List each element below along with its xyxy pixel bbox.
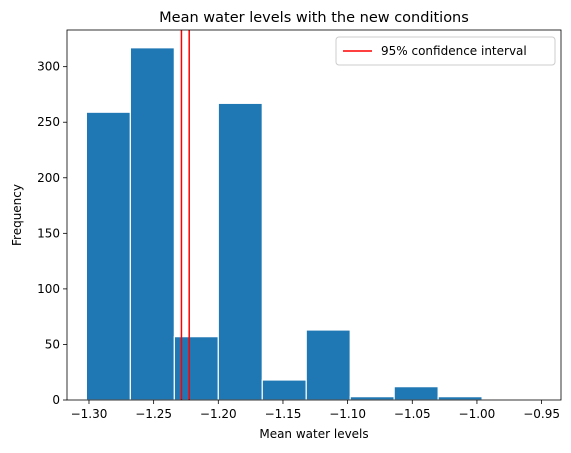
x-tick-label: −0.95 [523, 407, 560, 421]
confidence-interval-lines [180, 30, 190, 400]
y-tick-label: 0 [52, 393, 60, 407]
y-tick-label: 200 [37, 171, 60, 185]
y-axis-label: Frequency [10, 184, 24, 246]
y-tick-label: 100 [37, 282, 60, 296]
histogram-bar [437, 396, 483, 401]
histogram-bar [129, 47, 175, 401]
x-axis-label: Mean water levels [259, 427, 368, 441]
histogram-bar [217, 102, 263, 401]
y-tick-label: 250 [37, 115, 60, 129]
legend-box [335, 36, 556, 66]
x-tick-label: −1.00 [459, 407, 496, 421]
y-tick-label: 300 [37, 60, 60, 74]
legend-label: 95% confidence interval [381, 44, 527, 58]
histogram-bar [349, 396, 395, 401]
x-tick-label: −1.30 [71, 407, 108, 421]
x-tick-label: −1.25 [135, 407, 172, 421]
y-tick-label: 150 [37, 226, 60, 240]
histogram-bar [85, 111, 131, 401]
x-tick-label: −1.10 [329, 407, 366, 421]
axes-frame [66, 29, 562, 401]
bars-group [85, 47, 483, 401]
chart-title: Mean water levels with the new condition… [159, 10, 469, 26]
x-axis-ticks: −1.30 −1.25 −1.20 −1.15 −1.10 −1.05 −1.00 −0.95 [71, 400, 560, 421]
y-tick-label: 50 [45, 337, 60, 351]
x-tick-label: −1.05 [394, 407, 431, 421]
y-axis-ticks: 0 50 100 150 200 250 300 [37, 60, 67, 407]
x-tick-label: −1.20 [200, 407, 237, 421]
x-tick-label: −1.15 [265, 407, 302, 421]
legend: 95% confidence interval [335, 36, 556, 66]
histogram-bar [261, 379, 307, 401]
histogram-bar [305, 329, 351, 401]
histogram-bar [393, 386, 439, 401]
